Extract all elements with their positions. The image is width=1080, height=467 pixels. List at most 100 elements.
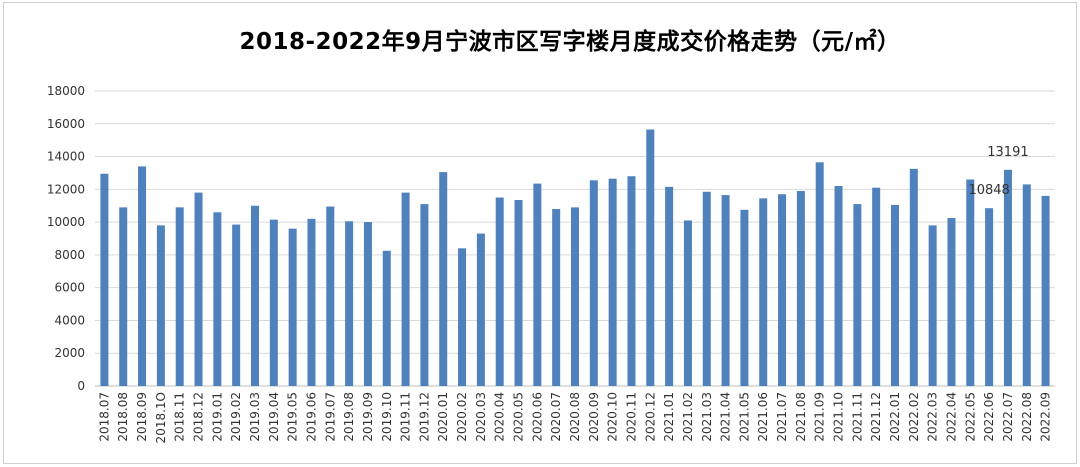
y-tick-label: 12000 <box>47 182 85 196</box>
chart-title: 2018-2022年9月宁波市区写字楼月度成交价格走势（元/㎡） <box>239 29 901 55</box>
bar-2021.01 <box>665 186 674 386</box>
x-tick-label: 2018.12 <box>192 392 206 442</box>
x-tick-label: 2020.11 <box>624 392 638 442</box>
x-tick-label: 2021.01 <box>662 392 676 442</box>
bar-2019.03 <box>251 205 259 386</box>
bar-2022.07 <box>1003 169 1012 386</box>
y-tick-label: 14000 <box>47 150 85 164</box>
bar-2020.03 <box>476 233 485 386</box>
x-tick-label: 2021.05 <box>737 392 751 442</box>
bar-2019.09 <box>363 222 372 386</box>
bar-2021.03 <box>702 191 711 386</box>
data-label-2022.07: 13191 <box>987 145 1028 160</box>
bar-2021.10 <box>834 186 843 386</box>
bar-2022.03 <box>928 225 937 386</box>
bar-2020.02 <box>458 248 467 386</box>
y-tick-label: 6000 <box>54 281 85 295</box>
bar-2020.09 <box>589 180 598 386</box>
bar-2019.11 <box>401 192 410 386</box>
bar-2020.08 <box>571 207 579 386</box>
y-tick-label: 2000 <box>54 346 85 360</box>
x-tick-label: 2022.01 <box>888 392 902 442</box>
bar-2022.06 <box>985 208 994 386</box>
y-tick-label: 8000 <box>54 248 85 262</box>
y-axis-ticks: 0 2000 4000 6000 8000 10000 12000 14000 16000 180… <box>47 84 85 393</box>
data-labels: 10848 13191 <box>968 145 1028 198</box>
x-tick-label: 2019.05 <box>286 392 300 442</box>
bar-2020.04 <box>495 197 504 386</box>
x-tick-label: 2021.04 <box>719 392 733 442</box>
x-tick-label: 2022.05 <box>963 392 977 442</box>
bar-2021.12 <box>872 187 881 386</box>
x-tick-label: 2022.09 <box>1039 392 1053 442</box>
bar-2022.08 <box>1022 184 1031 386</box>
bar-2020.10 <box>608 178 617 386</box>
bar-2018.12 <box>194 192 203 386</box>
x-tick-label: 2019.08 <box>342 392 356 442</box>
x-tick-label: 2018.11 <box>173 392 187 442</box>
x-tick-label: 2018.07 <box>97 392 111 442</box>
x-tick-label: 2018.09 <box>135 392 149 442</box>
bar-2019.02 <box>232 224 241 386</box>
x-tick-label: 2021.02 <box>681 392 695 442</box>
bar-2019.12 <box>420 204 429 386</box>
x-tick-label: 2020.12 <box>643 392 657 442</box>
bar-2021.02 <box>683 220 692 386</box>
bar-2018.1O <box>156 225 165 386</box>
bar-2021.11 <box>853 204 862 386</box>
x-tick-label: 2022.03 <box>926 392 940 442</box>
bar-2022.04 <box>947 218 956 386</box>
x-tick-label: 2019.01 <box>210 392 224 442</box>
x-tick-label: 2019.03 <box>248 392 262 442</box>
x-tick-label: 2020.05 <box>512 392 526 442</box>
x-tick-label: 2021.03 <box>700 392 714 442</box>
x-tick-label: 2019.06 <box>304 392 318 442</box>
x-tick-label: 2021.07 <box>775 392 789 442</box>
x-tick-label: 2019.09 <box>361 392 375 442</box>
x-tick-label: 2021.11 <box>850 392 864 442</box>
bar-2020.05 <box>514 199 523 386</box>
x-tick-label: 2022.02 <box>907 392 921 442</box>
bar-2021.07 <box>778 194 787 386</box>
x-tick-label: 2019.10 <box>380 392 394 442</box>
x-tick-label: 2020.03 <box>474 392 488 442</box>
x-tick-label: 2022.08 <box>1020 392 1034 442</box>
x-tick-label: 2020.10 <box>606 392 620 442</box>
bar-2021.06 <box>759 198 768 386</box>
bar-2019.07 <box>326 206 335 386</box>
x-tick-label: 2018.1O <box>154 392 168 443</box>
x-tick-label: 2020.06 <box>530 392 544 442</box>
bar-2019.01 <box>213 212 222 386</box>
bar-2018.09 <box>138 166 147 386</box>
bar-2021.09 <box>815 162 824 386</box>
bar-2022.01 <box>891 204 899 386</box>
bar-2019.10 <box>382 250 391 386</box>
x-tick-label: 2019.11 <box>399 392 413 442</box>
x-tick-label: 2021.06 <box>756 392 770 442</box>
x-tick-label: 2022.04 <box>944 392 958 442</box>
bar-2020.12 <box>646 129 655 386</box>
bar-2020.01 <box>439 172 448 386</box>
x-tick-label: 2019.12 <box>417 392 431 442</box>
x-tick-label: 2022.07 <box>1001 392 1015 442</box>
data-label-2022.06: 10848 <box>968 183 1009 198</box>
bar-2019.05 <box>288 228 297 386</box>
x-tick-label: 2020.01 <box>436 392 450 442</box>
bar-2019.06 <box>307 218 316 386</box>
bar-2020.06 <box>533 183 542 386</box>
x-tick-label: 2020.08 <box>568 392 582 442</box>
bar-2020.07 <box>552 209 561 386</box>
bar-2021.05 <box>740 209 749 386</box>
x-tick-label: 2019.02 <box>229 392 243 442</box>
y-tick-label: 16000 <box>47 117 85 131</box>
bar-2020.11 <box>627 176 636 386</box>
x-tick-label: 2021.08 <box>794 392 808 442</box>
x-tick-label: 2019.04 <box>267 392 281 442</box>
y-tick-label: 10000 <box>47 215 85 229</box>
bar-2018.08 <box>119 207 128 386</box>
bar-2021.08 <box>796 190 805 386</box>
bar-2019.04 <box>269 219 278 386</box>
x-tick-label: 2020.04 <box>493 392 507 442</box>
bar-2019.08 <box>345 221 354 386</box>
